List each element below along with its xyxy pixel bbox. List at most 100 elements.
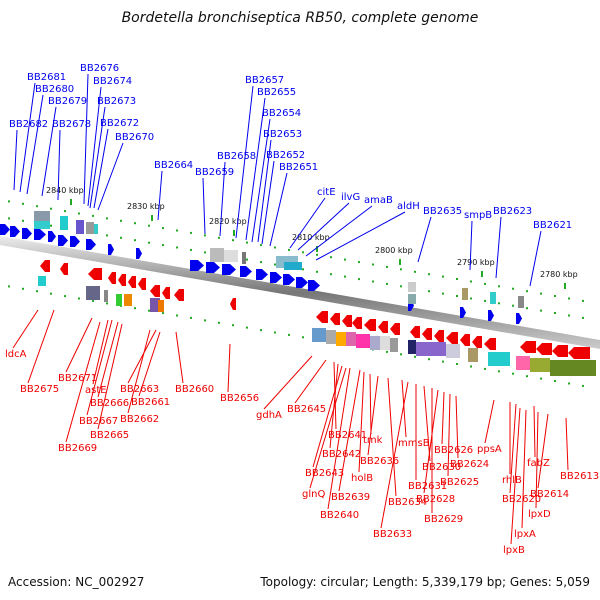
reverse-gene-arrow[interactable]: [40, 260, 50, 272]
reverse-gene-arrow[interactable]: [150, 285, 160, 297]
forward-gene-arrow[interactable]: [460, 307, 466, 318]
reverse-gene-label[interactable]: rhlB: [502, 475, 522, 486]
reverse-gene-arrow[interactable]: [60, 263, 68, 275]
reverse-gene-arrow[interactable]: [88, 268, 102, 280]
forward-gene-label[interactable]: BB2664: [154, 160, 193, 171]
reverse-gene-label[interactable]: BB2667: [79, 416, 118, 427]
forward-gene-label[interactable]: BB2658: [217, 151, 256, 162]
forward-gene-arrow[interactable]: [58, 235, 68, 246]
reverse-gene-label[interactable]: BB2675: [20, 384, 59, 395]
reverse-gene-arrow[interactable]: [520, 341, 536, 353]
reverse-gene-arrow[interactable]: [378, 321, 388, 333]
forward-gene-label[interactable]: citE: [317, 187, 336, 198]
forward-gene-label[interactable]: BB2672: [100, 118, 139, 129]
reverse-gene-arrow[interactable]: [434, 330, 444, 342]
forward-gene-arrow[interactable]: [283, 274, 295, 285]
reverse-gene-arrow[interactable]: [410, 326, 420, 338]
reverse-gene-label[interactable]: BB2634: [388, 497, 427, 508]
reverse-gene-arrow[interactable]: [230, 298, 236, 310]
forward-gene-label[interactable]: BB2657: [245, 75, 284, 86]
forward-gene-label[interactable]: BB2674: [93, 76, 132, 87]
reverse-gene-arrow[interactable]: [536, 343, 552, 355]
reverse-gene-arrow[interactable]: [174, 289, 184, 301]
reverse-gene-label[interactable]: astE: [85, 385, 107, 396]
reverse-gene-arrow[interactable]: [568, 347, 590, 359]
forward-gene-label[interactable]: BB2673: [97, 96, 136, 107]
forward-gene-arrow[interactable]: [222, 264, 236, 275]
reverse-gene-label[interactable]: BB2660: [175, 384, 214, 395]
reverse-gene-label[interactable]: BB2671: [58, 373, 97, 384]
forward-gene-label[interactable]: BB2621: [533, 220, 572, 231]
forward-gene-label[interactable]: BB2676: [80, 63, 119, 74]
reverse-gene-arrow[interactable]: [342, 315, 352, 327]
reverse-gene-label[interactable]: BB2629: [424, 514, 463, 525]
reverse-gene-label[interactable]: holB: [351, 473, 373, 484]
reverse-gene-label[interactable]: BB2662: [120, 414, 159, 425]
reverse-gene-label[interactable]: BB2613: [560, 471, 599, 482]
forward-gene-label[interactable]: BB2655: [257, 87, 296, 98]
forward-gene-arrow[interactable]: [308, 280, 320, 291]
reverse-gene-label[interactable]: lpxB: [503, 545, 525, 556]
reverse-gene-arrow[interactable]: [128, 276, 136, 288]
forward-gene-arrow[interactable]: [136, 248, 142, 259]
forward-gene-arrow[interactable]: [70, 236, 80, 247]
forward-gene-arrow[interactable]: [86, 239, 96, 250]
reverse-gene-arrow[interactable]: [364, 319, 376, 331]
forward-gene-label[interactable]: BB2652: [266, 150, 305, 161]
reverse-gene-label[interactable]: BB2625: [440, 477, 479, 488]
reverse-gene-label[interactable]: BB2628: [416, 494, 455, 505]
forward-gene-arrow[interactable]: [22, 228, 32, 239]
reverse-gene-label[interactable]: BB2661: [131, 397, 170, 408]
forward-gene-label[interactable]: BB2678: [52, 119, 91, 130]
reverse-gene-arrow[interactable]: [118, 274, 126, 286]
reverse-gene-label[interactable]: BB2665: [90, 430, 129, 441]
forward-gene-label[interactable]: BB2679: [48, 96, 87, 107]
reverse-gene-arrow[interactable]: [552, 345, 568, 357]
reverse-gene-label[interactable]: BB2669: [58, 443, 97, 454]
forward-gene-arrow[interactable]: [256, 269, 268, 280]
reverse-gene-label[interactable]: lpxA: [514, 529, 536, 540]
reverse-gene-label[interactable]: BB2614: [530, 489, 569, 500]
reverse-gene-label[interactable]: glnQ: [302, 489, 325, 500]
reverse-gene-label[interactable]: ldcA: [5, 349, 27, 360]
forward-gene-label[interactable]: BB2659: [195, 167, 234, 178]
reverse-gene-label[interactable]: BB2639: [331, 492, 370, 503]
forward-gene-arrow[interactable]: [34, 229, 46, 240]
reverse-gene-label[interactable]: BB2640: [320, 510, 359, 521]
reverse-gene-label[interactable]: BB2624: [450, 459, 489, 470]
forward-gene-arrow[interactable]: [108, 244, 114, 255]
reverse-gene-label[interactable]: BB2642: [322, 449, 361, 460]
forward-gene-arrow[interactable]: [488, 310, 494, 321]
reverse-gene-label[interactable]: BB2641: [328, 430, 367, 441]
forward-gene-label[interactable]: BB2653: [263, 129, 302, 140]
reverse-gene-label[interactable]: BB2645: [287, 404, 326, 415]
reverse-gene-label[interactable]: BB2620: [502, 494, 541, 505]
reverse-gene-arrow[interactable]: [484, 338, 496, 350]
forward-gene-arrow[interactable]: [240, 266, 252, 277]
reverse-gene-arrow[interactable]: [446, 332, 458, 344]
reverse-gene-arrow[interactable]: [472, 336, 482, 348]
forward-gene-label[interactable]: BB2654: [262, 108, 301, 119]
reverse-gene-label[interactable]: BB2656: [220, 393, 259, 404]
forward-gene-label[interactable]: BB2680: [35, 84, 74, 95]
reverse-gene-arrow[interactable]: [390, 323, 400, 335]
reverse-gene-label[interactable]: BB2626: [434, 445, 473, 456]
reverse-gene-label[interactable]: fabZ: [527, 458, 550, 469]
forward-gene-label[interactable]: BB2651: [279, 162, 318, 173]
forward-gene-arrow[interactable]: [48, 231, 56, 242]
forward-gene-label[interactable]: BB2681: [27, 72, 66, 83]
forward-gene-label[interactable]: BB2635: [423, 206, 462, 217]
reverse-gene-label[interactable]: BB2636: [360, 456, 399, 467]
forward-gene-arrow[interactable]: [206, 262, 220, 273]
forward-gene-label[interactable]: aldH: [397, 201, 420, 212]
reverse-gene-label[interactable]: BB2631: [408, 481, 447, 492]
forward-gene-arrow[interactable]: [10, 226, 20, 237]
forward-gene-label[interactable]: BB2623: [493, 206, 532, 217]
reverse-gene-label[interactable]: tmk: [363, 435, 383, 446]
reverse-gene-label[interactable]: gdhA: [256, 410, 282, 421]
forward-gene-arrow[interactable]: [516, 313, 522, 324]
reverse-gene-label[interactable]: BB2666: [90, 398, 129, 409]
forward-gene-label[interactable]: BB2670: [115, 132, 154, 143]
reverse-gene-label[interactable]: BB2663: [120, 384, 159, 395]
forward-gene-arrow[interactable]: [190, 260, 204, 271]
